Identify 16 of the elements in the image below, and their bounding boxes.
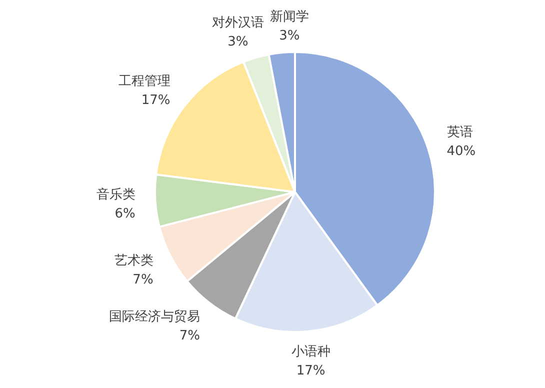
- slice-label: 音乐类: [96, 188, 136, 203]
- data-label: 17%: [141, 93, 170, 108]
- slice-label: 小语种: [291, 344, 330, 360]
- slice-label: 工程管理: [118, 74, 170, 90]
- data-label: 17%: [296, 363, 326, 378]
- data-label: 3%: [228, 34, 248, 50]
- slice-label: 国际经济与贸易: [109, 310, 200, 325]
- data-label: 3%: [279, 28, 300, 44]
- slice-label: 新闻学: [270, 10, 309, 25]
- data-label: 40%: [446, 144, 476, 160]
- slice-label: 对外汉语: [212, 16, 264, 31]
- data-label: 7%: [179, 328, 200, 344]
- data-label: 7%: [132, 272, 154, 288]
- slice-label: 英语: [446, 125, 473, 140]
- data-label: 6%: [114, 206, 136, 222]
- slice-label: 艺术类: [114, 253, 154, 268]
